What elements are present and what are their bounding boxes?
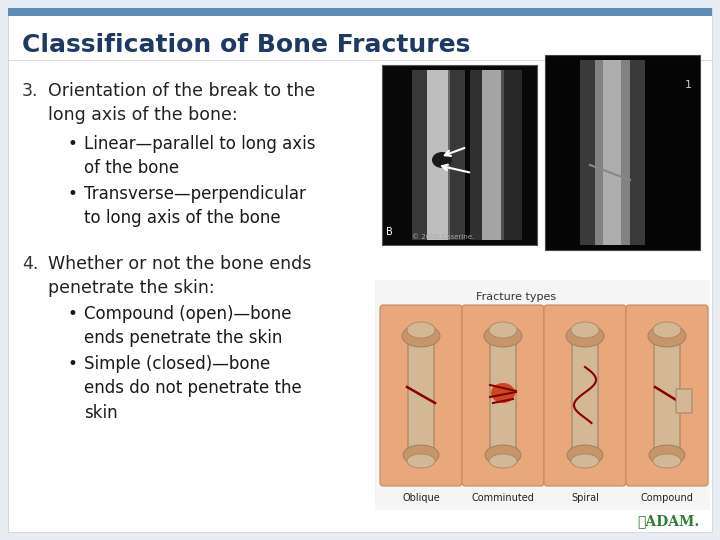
Text: •: •	[68, 185, 78, 203]
Ellipse shape	[567, 445, 603, 465]
Ellipse shape	[653, 454, 681, 468]
Text: 4.: 4.	[22, 255, 38, 273]
Ellipse shape	[485, 445, 521, 465]
Text: B: B	[386, 227, 392, 237]
FancyBboxPatch shape	[654, 336, 680, 457]
Text: Classification of Bone Fractures: Classification of Bone Fractures	[22, 33, 470, 57]
Ellipse shape	[491, 383, 515, 403]
Text: •: •	[68, 305, 78, 323]
Bar	[412, 70, 427, 240]
Text: 3.: 3.	[22, 82, 38, 100]
Text: Spiral: Spiral	[571, 493, 599, 503]
Text: Comminuted: Comminuted	[472, 493, 534, 503]
Ellipse shape	[653, 322, 681, 338]
Text: Compound (open)—bone
ends penetrate the skin: Compound (open)—bone ends penetrate the …	[84, 305, 292, 347]
Ellipse shape	[571, 322, 599, 338]
FancyBboxPatch shape	[462, 305, 544, 486]
FancyBboxPatch shape	[544, 305, 626, 486]
Ellipse shape	[407, 322, 435, 338]
Ellipse shape	[484, 325, 522, 347]
Ellipse shape	[489, 322, 517, 338]
Ellipse shape	[566, 325, 604, 347]
Bar	[8, 8, 712, 16]
Bar	[420, 70, 448, 240]
Text: Fracture types: Fracture types	[476, 292, 556, 302]
Ellipse shape	[402, 325, 440, 347]
Bar	[450, 70, 465, 240]
Bar	[375, 280, 710, 510]
Ellipse shape	[648, 325, 686, 347]
Bar	[595, 60, 630, 245]
Bar	[414, 70, 454, 240]
Text: 1: 1	[685, 80, 691, 90]
Ellipse shape	[649, 445, 685, 465]
FancyBboxPatch shape	[380, 305, 462, 486]
Bar	[382, 65, 537, 245]
Bar	[504, 70, 522, 240]
Text: Linear—parallel to long axis
of the bone: Linear—parallel to long axis of the bone	[84, 135, 315, 177]
Bar	[580, 60, 645, 245]
Ellipse shape	[571, 454, 599, 468]
FancyBboxPatch shape	[626, 305, 708, 486]
Ellipse shape	[489, 454, 517, 468]
Bar	[545, 55, 700, 250]
Text: •: •	[68, 135, 78, 153]
Bar	[473, 70, 508, 240]
Text: © 2000 Caserine.: © 2000 Caserine.	[412, 234, 474, 240]
Text: •: •	[68, 355, 78, 373]
Ellipse shape	[407, 454, 435, 468]
FancyBboxPatch shape	[408, 336, 434, 457]
Text: Transverse—perpendicular
to long axis of the bone: Transverse—perpendicular to long axis of…	[84, 185, 306, 227]
Text: Oblique: Oblique	[402, 493, 440, 503]
Bar	[603, 60, 621, 245]
Ellipse shape	[403, 445, 439, 465]
FancyBboxPatch shape	[490, 336, 516, 457]
Text: Simple (closed)—bone
ends do not penetrate the
skin: Simple (closed)—bone ends do not penetra…	[84, 355, 302, 422]
Text: Orientation of the break to the
long axis of the bone:: Orientation of the break to the long axi…	[48, 82, 315, 124]
Ellipse shape	[432, 152, 452, 168]
FancyBboxPatch shape	[676, 389, 692, 413]
Bar	[470, 70, 482, 240]
FancyBboxPatch shape	[572, 336, 598, 457]
Bar	[479, 70, 501, 240]
Text: Compound: Compound	[641, 493, 693, 503]
Text: ❖ADAM.: ❖ADAM.	[638, 514, 700, 528]
Text: Whether or not the bone ends
penetrate the skin:: Whether or not the bone ends penetrate t…	[48, 255, 311, 298]
